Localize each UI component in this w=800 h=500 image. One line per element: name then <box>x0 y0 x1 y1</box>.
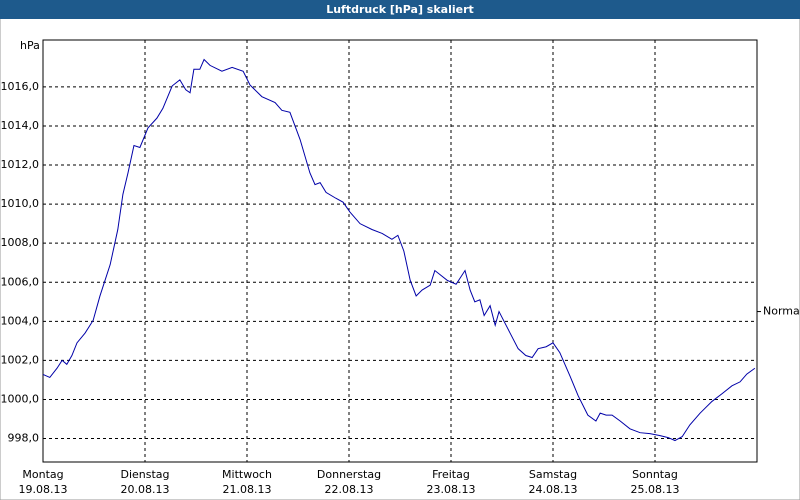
x-tick-date: 23.08.13 <box>427 483 476 496</box>
pressure-line <box>42 58 756 442</box>
title-bar <box>0 0 800 19</box>
y-tick-label: 1016,0 <box>1 80 40 93</box>
x-tick-label: Dienstag <box>120 468 169 481</box>
x-tick-date: 25.08.13 <box>631 483 680 496</box>
x-tick-label: Montag <box>22 468 63 481</box>
x-tick-label: Freitag <box>432 468 470 481</box>
x-tick-date: 24.08.13 <box>529 483 578 496</box>
x-tick-label: Sonntag <box>632 468 678 481</box>
plot-area <box>42 39 758 463</box>
y-tick-label: 1000,0 <box>1 392 40 405</box>
y-tick-label: 1014,0 <box>1 119 40 132</box>
y-tick-label: 1006,0 <box>1 275 40 288</box>
x-tick-date: 21.08.13 <box>223 483 272 496</box>
y-tick-label: 998,0 <box>8 432 40 445</box>
y-unit: hPa <box>20 39 40 52</box>
x-tick-date: 22.08.13 <box>325 483 374 496</box>
y-tick-label: 1010,0 <box>1 197 40 210</box>
x-tick-label: Mittwoch <box>222 468 272 481</box>
y-tick-label: 1008,0 <box>1 236 40 249</box>
x-tick-date: 20.08.13 <box>121 483 170 496</box>
x-tick-label: Samstag <box>529 468 577 481</box>
chart-title: Luftdruck [hPa] skaliert <box>326 3 474 16</box>
x-tick-date: 19.08.13 <box>19 483 68 496</box>
y-tick-label: 1012,0 <box>1 158 40 171</box>
x-tick-label: Donnerstag <box>317 468 381 481</box>
annotation-label: Normal <box>763 305 800 318</box>
y-tick-label: 1004,0 <box>1 314 40 327</box>
y-tick-label: 1002,0 <box>1 353 40 366</box>
